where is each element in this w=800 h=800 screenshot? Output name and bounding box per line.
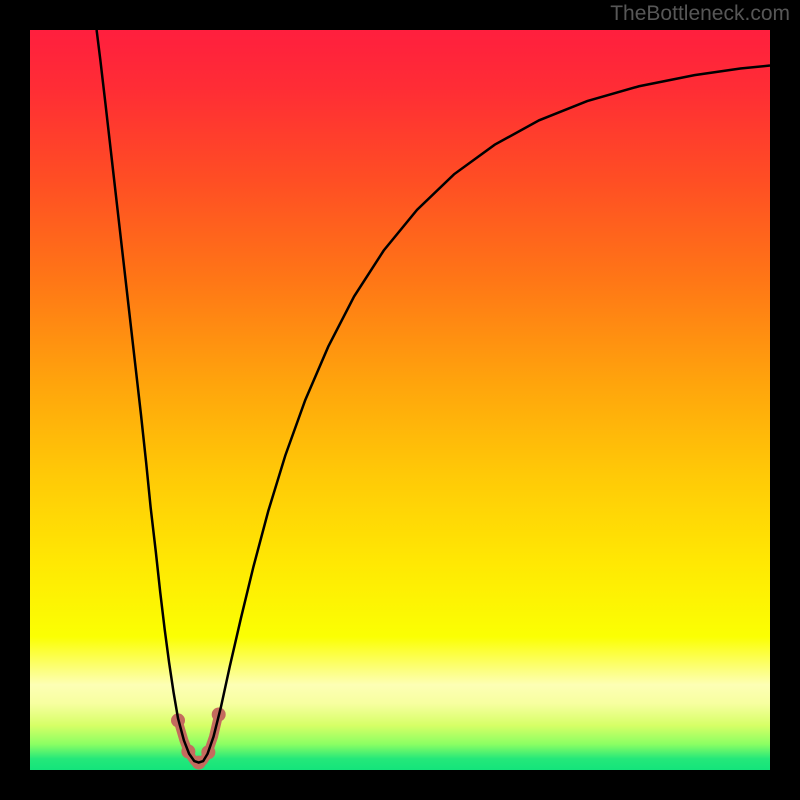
bottleneck-curve (97, 30, 770, 763)
bottleneck-curve-layer (30, 30, 770, 770)
watermark-label: TheBottleneck.com (610, 2, 790, 26)
plot-frame (30, 30, 770, 770)
figure-root: TheBottleneck.com (0, 0, 800, 800)
